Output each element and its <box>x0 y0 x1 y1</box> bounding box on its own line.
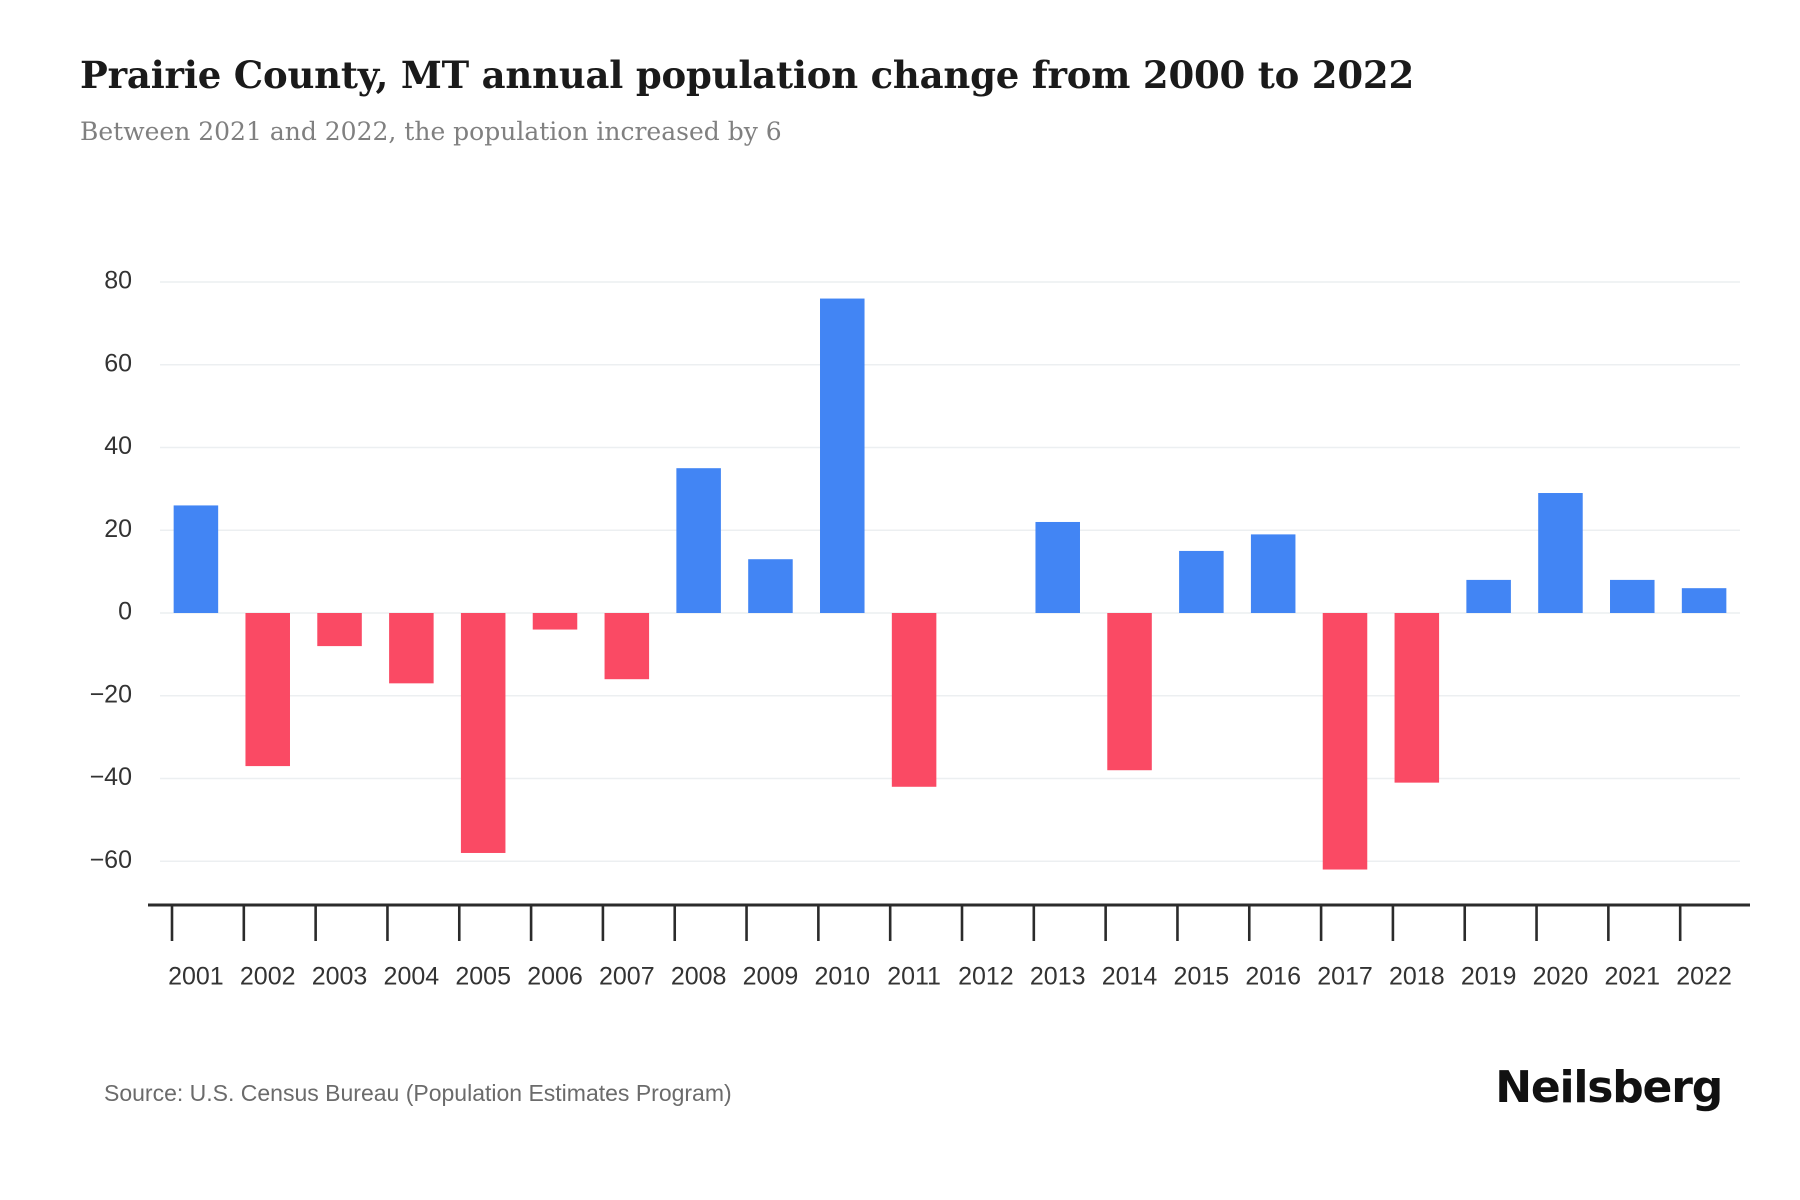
bar-2002[interactable] <box>245 613 290 767</box>
x-axis-tick-label: 2013 <box>1030 963 1086 991</box>
bar-2005[interactable] <box>460 613 506 853</box>
x-axis-tick-label: 2019 <box>1461 963 1517 991</box>
x-axis-tick-label: 2005 <box>455 963 511 991</box>
x-axis-tick-label: 2018 <box>1389 963 1445 991</box>
bar-2017[interactable] <box>1322 613 1368 870</box>
bar-2019[interactable] <box>1466 579 1511 613</box>
y-axis-tick-label: 20 <box>104 515 132 543</box>
x-axis-tick-label: 2021 <box>1604 963 1660 991</box>
bar-2021[interactable] <box>1610 579 1655 613</box>
y-axis-tick-label: 40 <box>104 432 132 460</box>
y-axis-tick-label: −20 <box>90 680 132 708</box>
bar-2022[interactable] <box>1681 588 1727 613</box>
bar-2013[interactable] <box>1035 521 1080 613</box>
bar-2003[interactable] <box>317 613 362 647</box>
x-axis-tick-label: 2003 <box>312 963 368 991</box>
x-axis-tick-label: 2022 <box>1676 963 1732 991</box>
page-title: Prairie County, MT annual population cha… <box>80 53 1414 97</box>
bar-2010[interactable] <box>820 298 865 613</box>
y-axis-tick-label: 0 <box>118 598 132 626</box>
bar-2018[interactable] <box>1394 613 1440 783</box>
y-axis-tick-label: −40 <box>90 763 132 791</box>
x-axis-tick-label: 2011 <box>887 963 941 991</box>
bar-2007[interactable] <box>604 613 650 680</box>
bar-2014[interactable] <box>1107 613 1152 771</box>
x-axis-tick-label: 2020 <box>1533 963 1589 991</box>
x-axis-tick-label: 2007 <box>599 963 655 991</box>
y-axis-tick-label: −60 <box>90 846 132 874</box>
x-axis-tick-label: 2010 <box>814 963 870 991</box>
x-axis-tick-label: 2015 <box>1174 963 1230 991</box>
bar-2016[interactable] <box>1250 534 1296 613</box>
y-axis-tick-label: 60 <box>104 349 132 377</box>
x-axis-tick-label: 2002 <box>240 963 296 991</box>
chart-subtitle: Between 2021 and 2022, the population in… <box>80 116 782 146</box>
source-note: Source: U.S. Census Bureau (Population E… <box>104 1080 732 1106</box>
chart-header: Prairie County, MT annual population cha… <box>80 54 1720 147</box>
bar-2011[interactable] <box>891 613 937 787</box>
x-axis-tick-label: 2012 <box>958 963 1014 991</box>
bar-2008[interactable] <box>676 468 721 613</box>
bar-2015[interactable] <box>1179 550 1224 613</box>
x-axis-tick-label: 2017 <box>1317 963 1373 991</box>
x-axis-tick-label: 2001 <box>168 963 224 991</box>
bar-2004[interactable] <box>389 613 434 684</box>
bar-2001[interactable] <box>173 505 219 613</box>
brand-logo: Neilsberg <box>1495 1062 1723 1113</box>
x-axis-tick-label: 2014 <box>1102 963 1158 991</box>
x-axis-tick-label: 2009 <box>743 963 799 991</box>
bar-2020[interactable] <box>1538 493 1583 613</box>
x-axis-tick-label: 2016 <box>1245 963 1301 991</box>
x-axis-tick-label: 2004 <box>384 963 440 991</box>
x-axis-tick-label: 2008 <box>671 963 727 991</box>
y-axis-tick-label: 80 <box>104 267 132 295</box>
bar-2006[interactable] <box>532 613 578 630</box>
x-axis-tick-label: 2006 <box>527 963 583 991</box>
bar-2009[interactable] <box>748 559 793 613</box>
